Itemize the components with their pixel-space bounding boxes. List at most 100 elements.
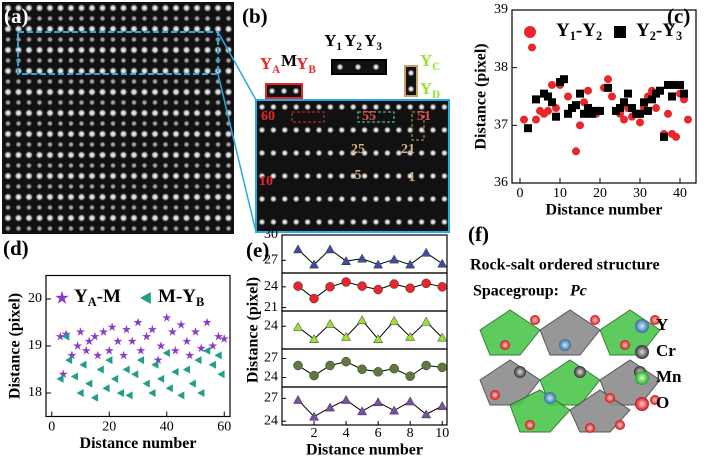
atom-spot — [25, 78, 33, 85]
atom-spot — [349, 126, 358, 134]
atom-spot — [36, 99, 43, 106]
atom-spot — [183, 15, 190, 22]
data-point — [620, 98, 628, 107]
atom-spot — [129, 192, 139, 202]
atom-spot — [77, 213, 86, 223]
atom-spot — [98, 129, 107, 139]
atom-spot — [151, 225, 159, 232]
atom-spot — [150, 45, 160, 55]
data-point — [325, 244, 335, 254]
atom-spot — [45, 3, 55, 13]
marker-box — [291, 111, 325, 123]
plot-frame — [511, 9, 697, 184]
data-point — [357, 315, 368, 324]
atom-label: M — [281, 51, 297, 70]
atom-spot — [193, 15, 201, 22]
atom-spot — [214, 15, 222, 22]
atom-spot — [88, 15, 96, 22]
atom-spot — [56, 3, 65, 13]
atom-spot — [162, 141, 169, 148]
atom-spot — [78, 225, 85, 232]
atom-spot — [99, 162, 106, 169]
atom-spot — [77, 192, 86, 202]
atom-spot — [172, 99, 180, 106]
atom-spot — [4, 225, 12, 232]
atom-spot — [141, 183, 148, 190]
atom-spot — [88, 162, 96, 169]
atom-spot — [56, 192, 65, 202]
series-line — [297, 361, 443, 377]
atom-spot — [141, 141, 148, 148]
atom-spot — [45, 213, 55, 223]
atom-spot — [326, 149, 335, 157]
atom-spot — [140, 108, 149, 118]
atom-spot — [440, 149, 449, 157]
data-point — [293, 394, 303, 404]
zoom-line — [217, 31, 257, 101]
atom-spot — [337, 126, 346, 134]
atom-spot — [24, 108, 34, 118]
atom-spot — [109, 120, 117, 127]
y-axis-label: Distance (pixel) — [473, 43, 490, 149]
atom-spot — [407, 69, 415, 77]
data-point — [620, 115, 628, 124]
atom-spot — [88, 78, 96, 85]
data-point — [309, 293, 319, 304]
x-axis-label: Distance number — [546, 202, 663, 219]
atom-spot — [183, 141, 190, 148]
data-point — [217, 370, 225, 379]
legend-label: Y — [656, 315, 668, 334]
atom-spot — [3, 171, 13, 181]
atom-spot — [3, 213, 13, 223]
data-point — [165, 384, 173, 393]
data-point — [73, 341, 83, 350]
atom — [544, 392, 556, 404]
data-point — [672, 132, 680, 141]
atom-spot — [78, 99, 85, 106]
atom-spot — [225, 78, 232, 85]
atom-label: Y3 — [364, 31, 382, 53]
data-point — [437, 258, 448, 268]
atom-spot — [192, 87, 202, 97]
atom-spot — [108, 213, 118, 223]
legend-label: Cr — [656, 341, 676, 360]
atom-spot — [326, 218, 335, 226]
atom-spot — [225, 99, 232, 106]
atom-spot — [3, 3, 13, 13]
atom-spot — [303, 172, 312, 180]
data-point — [162, 349, 170, 358]
atom-spot — [46, 57, 54, 64]
atom-spot — [204, 162, 211, 169]
atom-spot — [56, 213, 65, 223]
atom-spot — [303, 103, 312, 111]
atom-spot — [406, 218, 415, 226]
legend-marker — [635, 371, 649, 385]
y-tick-label: 27 — [264, 253, 278, 268]
atom-spot — [25, 99, 33, 106]
atom-spot — [4, 36, 12, 43]
marker-box — [411, 111, 425, 141]
atom-spot — [204, 78, 211, 85]
atom-spot — [109, 57, 117, 64]
atom-spot — [360, 218, 369, 226]
data-point — [405, 283, 415, 293]
atom-spot — [46, 78, 54, 85]
data-point — [584, 86, 592, 95]
lattice-number: 55 — [362, 109, 376, 124]
atom — [615, 420, 625, 430]
data-point — [142, 379, 150, 388]
atom-spot — [120, 141, 127, 148]
data-point — [544, 92, 552, 101]
data-point — [664, 80, 672, 89]
atom-spot — [4, 162, 12, 169]
atom-spot — [204, 225, 211, 232]
atom-spot — [14, 192, 23, 202]
atom-spot — [225, 141, 232, 148]
data-point — [176, 320, 186, 329]
data-point — [197, 389, 205, 397]
data-point — [652, 104, 660, 113]
lattice-number: 51 — [417, 109, 431, 124]
atom-spot — [161, 45, 170, 55]
atom-spot — [349, 149, 358, 157]
lattice-number: 5 — [355, 168, 362, 183]
